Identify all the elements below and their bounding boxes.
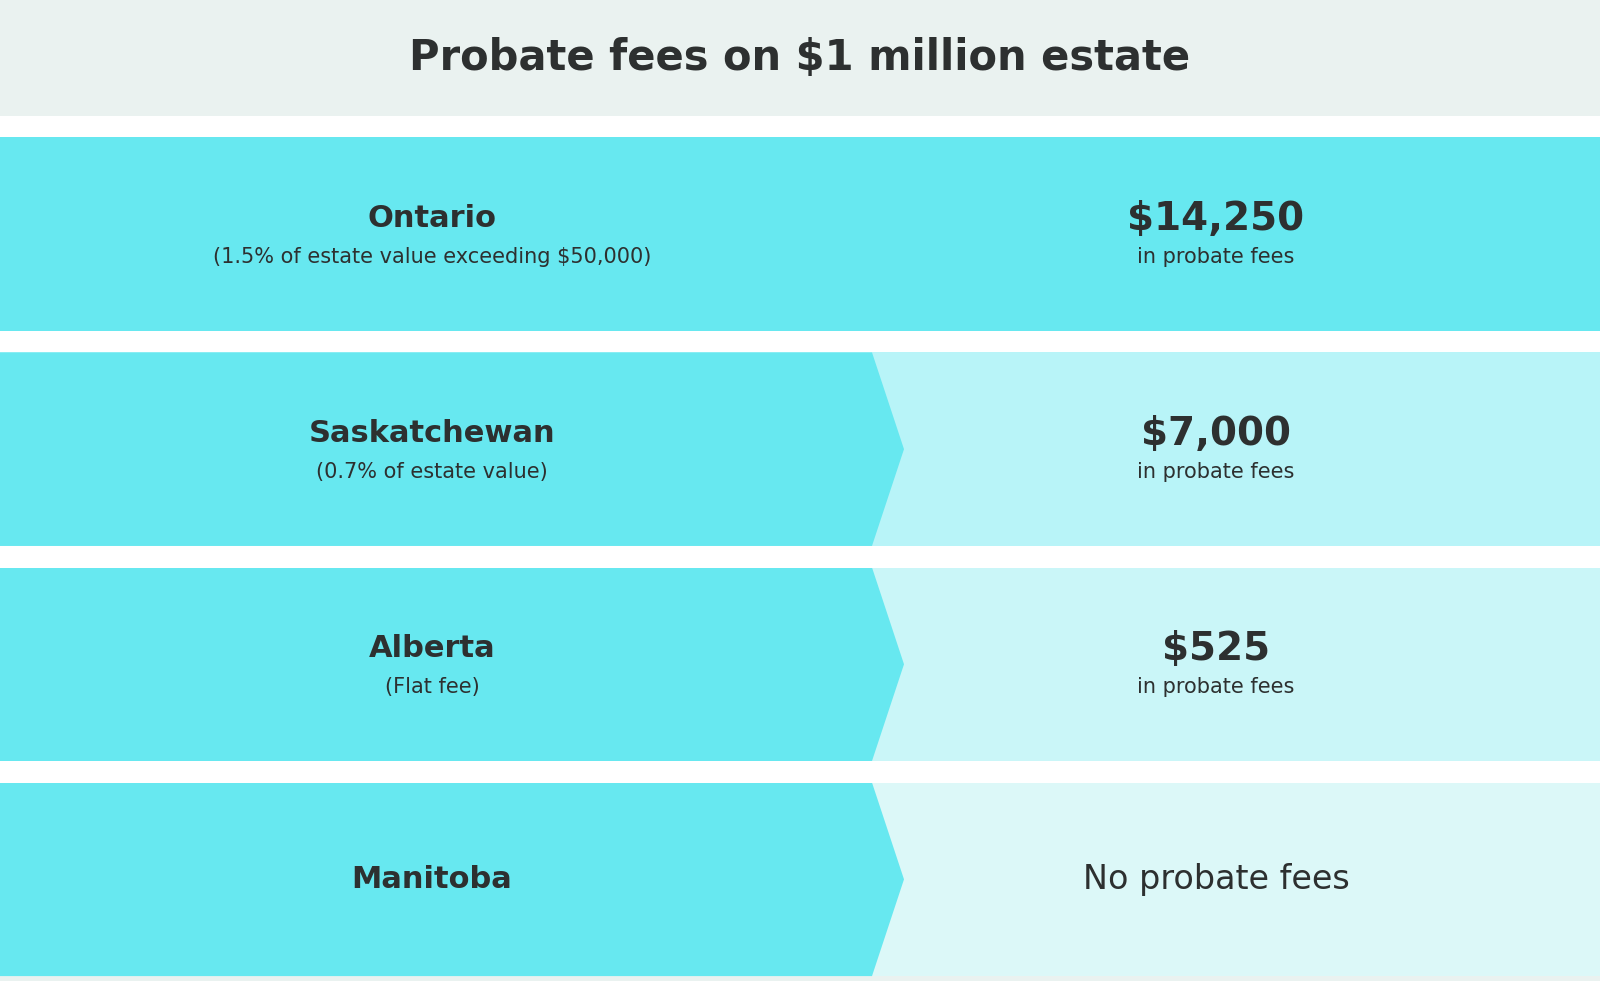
Text: $525: $525 [1162, 630, 1270, 668]
Text: in probate fees: in probate fees [1138, 247, 1294, 267]
Text: (Flat fee): (Flat fee) [384, 678, 480, 697]
FancyBboxPatch shape [0, 761, 1600, 783]
Text: in probate fees: in probate fees [1138, 462, 1294, 483]
FancyBboxPatch shape [0, 783, 1600, 976]
FancyBboxPatch shape [0, 331, 1600, 352]
FancyBboxPatch shape [0, 116, 1600, 137]
Text: No probate fees: No probate fees [1083, 863, 1349, 896]
Text: Alberta: Alberta [368, 635, 496, 663]
FancyBboxPatch shape [0, 545, 1600, 567]
FancyBboxPatch shape [0, 352, 1600, 545]
Text: Probate fees on $1 million estate: Probate fees on $1 million estate [410, 37, 1190, 78]
Text: $7,000: $7,000 [1141, 415, 1291, 452]
Text: in probate fees: in probate fees [1138, 678, 1294, 697]
Polygon shape [0, 567, 904, 761]
Text: Saskatchewan: Saskatchewan [309, 419, 555, 448]
FancyBboxPatch shape [0, 567, 1600, 761]
FancyBboxPatch shape [0, 137, 1600, 331]
Text: (0.7% of estate value): (0.7% of estate value) [317, 462, 547, 483]
FancyBboxPatch shape [0, 137, 1600, 331]
Text: Ontario: Ontario [368, 204, 496, 233]
Polygon shape [0, 352, 904, 545]
Text: Manitoba: Manitoba [352, 865, 512, 894]
Text: (1.5% of estate value exceeding $50,000): (1.5% of estate value exceeding $50,000) [213, 247, 651, 267]
Polygon shape [0, 783, 904, 976]
Text: $14,250: $14,250 [1128, 199, 1304, 237]
